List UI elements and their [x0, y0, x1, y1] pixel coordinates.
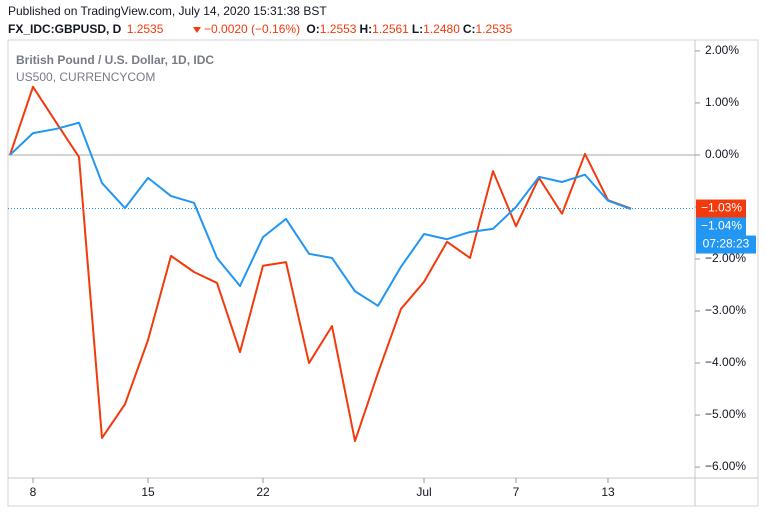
change: −0.0020 (−0.16%): [204, 22, 300, 36]
countdown: 07:28:23: [703, 237, 750, 251]
ohlc-value: 1.2553: [320, 22, 357, 36]
ohlc-key: H:: [359, 22, 372, 36]
last-price: 1.2535: [127, 22, 164, 36]
y-tick-label: −3.00%: [705, 303, 746, 317]
x-tick-label: Jul: [416, 485, 431, 499]
y-tick-label: 2.00%: [705, 43, 739, 57]
last-value-label: −1.04%: [701, 219, 742, 233]
change-line: −0.0020 (−0.16%) O:1.2553 H:1.2561 L:1.248…: [204, 22, 513, 36]
ohlc-key: L:: [412, 22, 423, 36]
x-tick-label: 22: [256, 485, 270, 499]
series-line: [9, 121, 632, 307]
down-arrow: [193, 27, 201, 33]
symbol-line: FX_IDC:GBPUSD, D 1.2535: [8, 22, 164, 36]
y-tick-label: 0.00%: [705, 147, 739, 161]
y-tick-label: −4.00%: [705, 355, 746, 369]
x-tick-label: 8: [30, 485, 37, 499]
ohlc-value: 1.2535: [476, 22, 513, 36]
series-line: [9, 85, 632, 443]
y-tick-label: −5.00%: [705, 407, 746, 421]
last-value-label: −1.03%: [701, 201, 742, 215]
countdown-tag: [696, 235, 756, 254]
ohlc-key: C:: [463, 22, 476, 36]
y-tick-label: 1.00%: [705, 95, 739, 109]
ohlc-key: O:: [306, 22, 319, 36]
legend-compare: US500, CURRENCYCOM: [16, 70, 155, 84]
ohlc-value: 1.2561: [372, 22, 409, 36]
last-value-tag: [696, 217, 746, 236]
x-tick-label: 15: [141, 485, 155, 499]
published-line: Published on TradingView.com, July 14, 2…: [8, 4, 327, 18]
symbol: FX_IDC:GBPUSD, D: [8, 22, 122, 36]
ohlc-value: 1.2480: [423, 22, 460, 36]
y-tick-label: −2.00%: [705, 251, 746, 265]
frame: [7, 39, 759, 507]
x-tick-label: 7: [513, 485, 520, 499]
legend-main: British Pound / U.S. Dollar, 1D, IDC: [16, 53, 214, 67]
last-value-tag: [696, 199, 746, 218]
x-tick-label: 13: [601, 485, 615, 499]
y-tick-label: −6.00%: [705, 459, 746, 473]
